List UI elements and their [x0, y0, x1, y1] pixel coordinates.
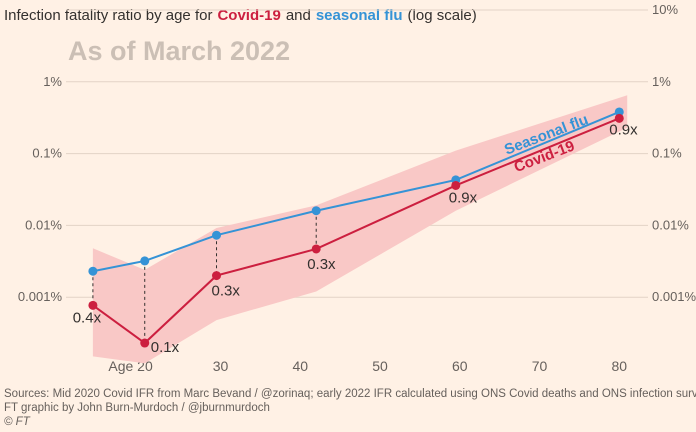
title-part: (log scale) — [408, 7, 477, 24]
y-tick-label: 0.1% — [652, 146, 682, 161]
x-tick-label: 60 — [452, 358, 468, 374]
x-tick-label: 70 — [532, 358, 548, 374]
y-tick-label: 0.01% — [652, 217, 689, 232]
data-point — [614, 107, 624, 117]
data-point — [451, 180, 461, 190]
x-tick-label: 50 — [372, 358, 388, 374]
series-line — [92, 117, 620, 345]
y-tick-label: 0.001% — [652, 289, 696, 304]
ratio-label: 0.9x — [609, 121, 638, 138]
data-point — [140, 256, 150, 266]
ratio-label: 0.9x — [449, 189, 478, 206]
data-point — [88, 300, 98, 310]
title-part: seasonal flu — [316, 7, 403, 24]
data-point — [212, 230, 222, 240]
data-point — [212, 271, 222, 281]
data-point — [140, 338, 150, 348]
x-tick-label: 30 — [213, 358, 229, 374]
source-line: Sources: Mid 2020 Covid IFR from Marc Be… — [4, 388, 696, 400]
y-tick-label: 0.1% — [32, 146, 62, 161]
ratio-label: 0.3x — [307, 256, 336, 273]
ratio-label: 0.1x — [151, 339, 180, 356]
y-tick-label: 0.01% — [25, 217, 62, 232]
chart-subtitle: As of March 2022 — [68, 36, 290, 66]
ratio-label: 0.4x — [73, 309, 102, 326]
data-point — [311, 206, 321, 216]
y-tick-label: 10% — [652, 2, 678, 17]
y-tick-label: 1% — [43, 74, 62, 89]
data-point — [88, 266, 98, 276]
x-tick-label: 80 — [611, 358, 627, 374]
x-tick-label: 40 — [292, 358, 308, 374]
plot-area: 0.001% 0.001%0.01% 0.01%0.1% 0.1%1% 1%10%Age… — [18, 2, 696, 374]
source-line: © FT — [4, 416, 31, 428]
ratio-label: 0.3x — [212, 283, 241, 300]
source-line: FT graphic by John Burn-Murdoch / @jburn… — [4, 402, 270, 414]
y-tick-label: 1% — [652, 74, 671, 89]
data-point — [311, 244, 321, 254]
title-part: and — [286, 7, 311, 24]
title-part: Covid-19 — [217, 7, 280, 24]
data-point — [614, 113, 624, 123]
y-tick-label: 0.001% — [18, 289, 63, 304]
series-line — [92, 111, 620, 273]
chart-title: Infection fatality ratio by age for Covid… — [4, 7, 477, 24]
title-part: Infection fatality ratio by age for — [4, 7, 212, 24]
